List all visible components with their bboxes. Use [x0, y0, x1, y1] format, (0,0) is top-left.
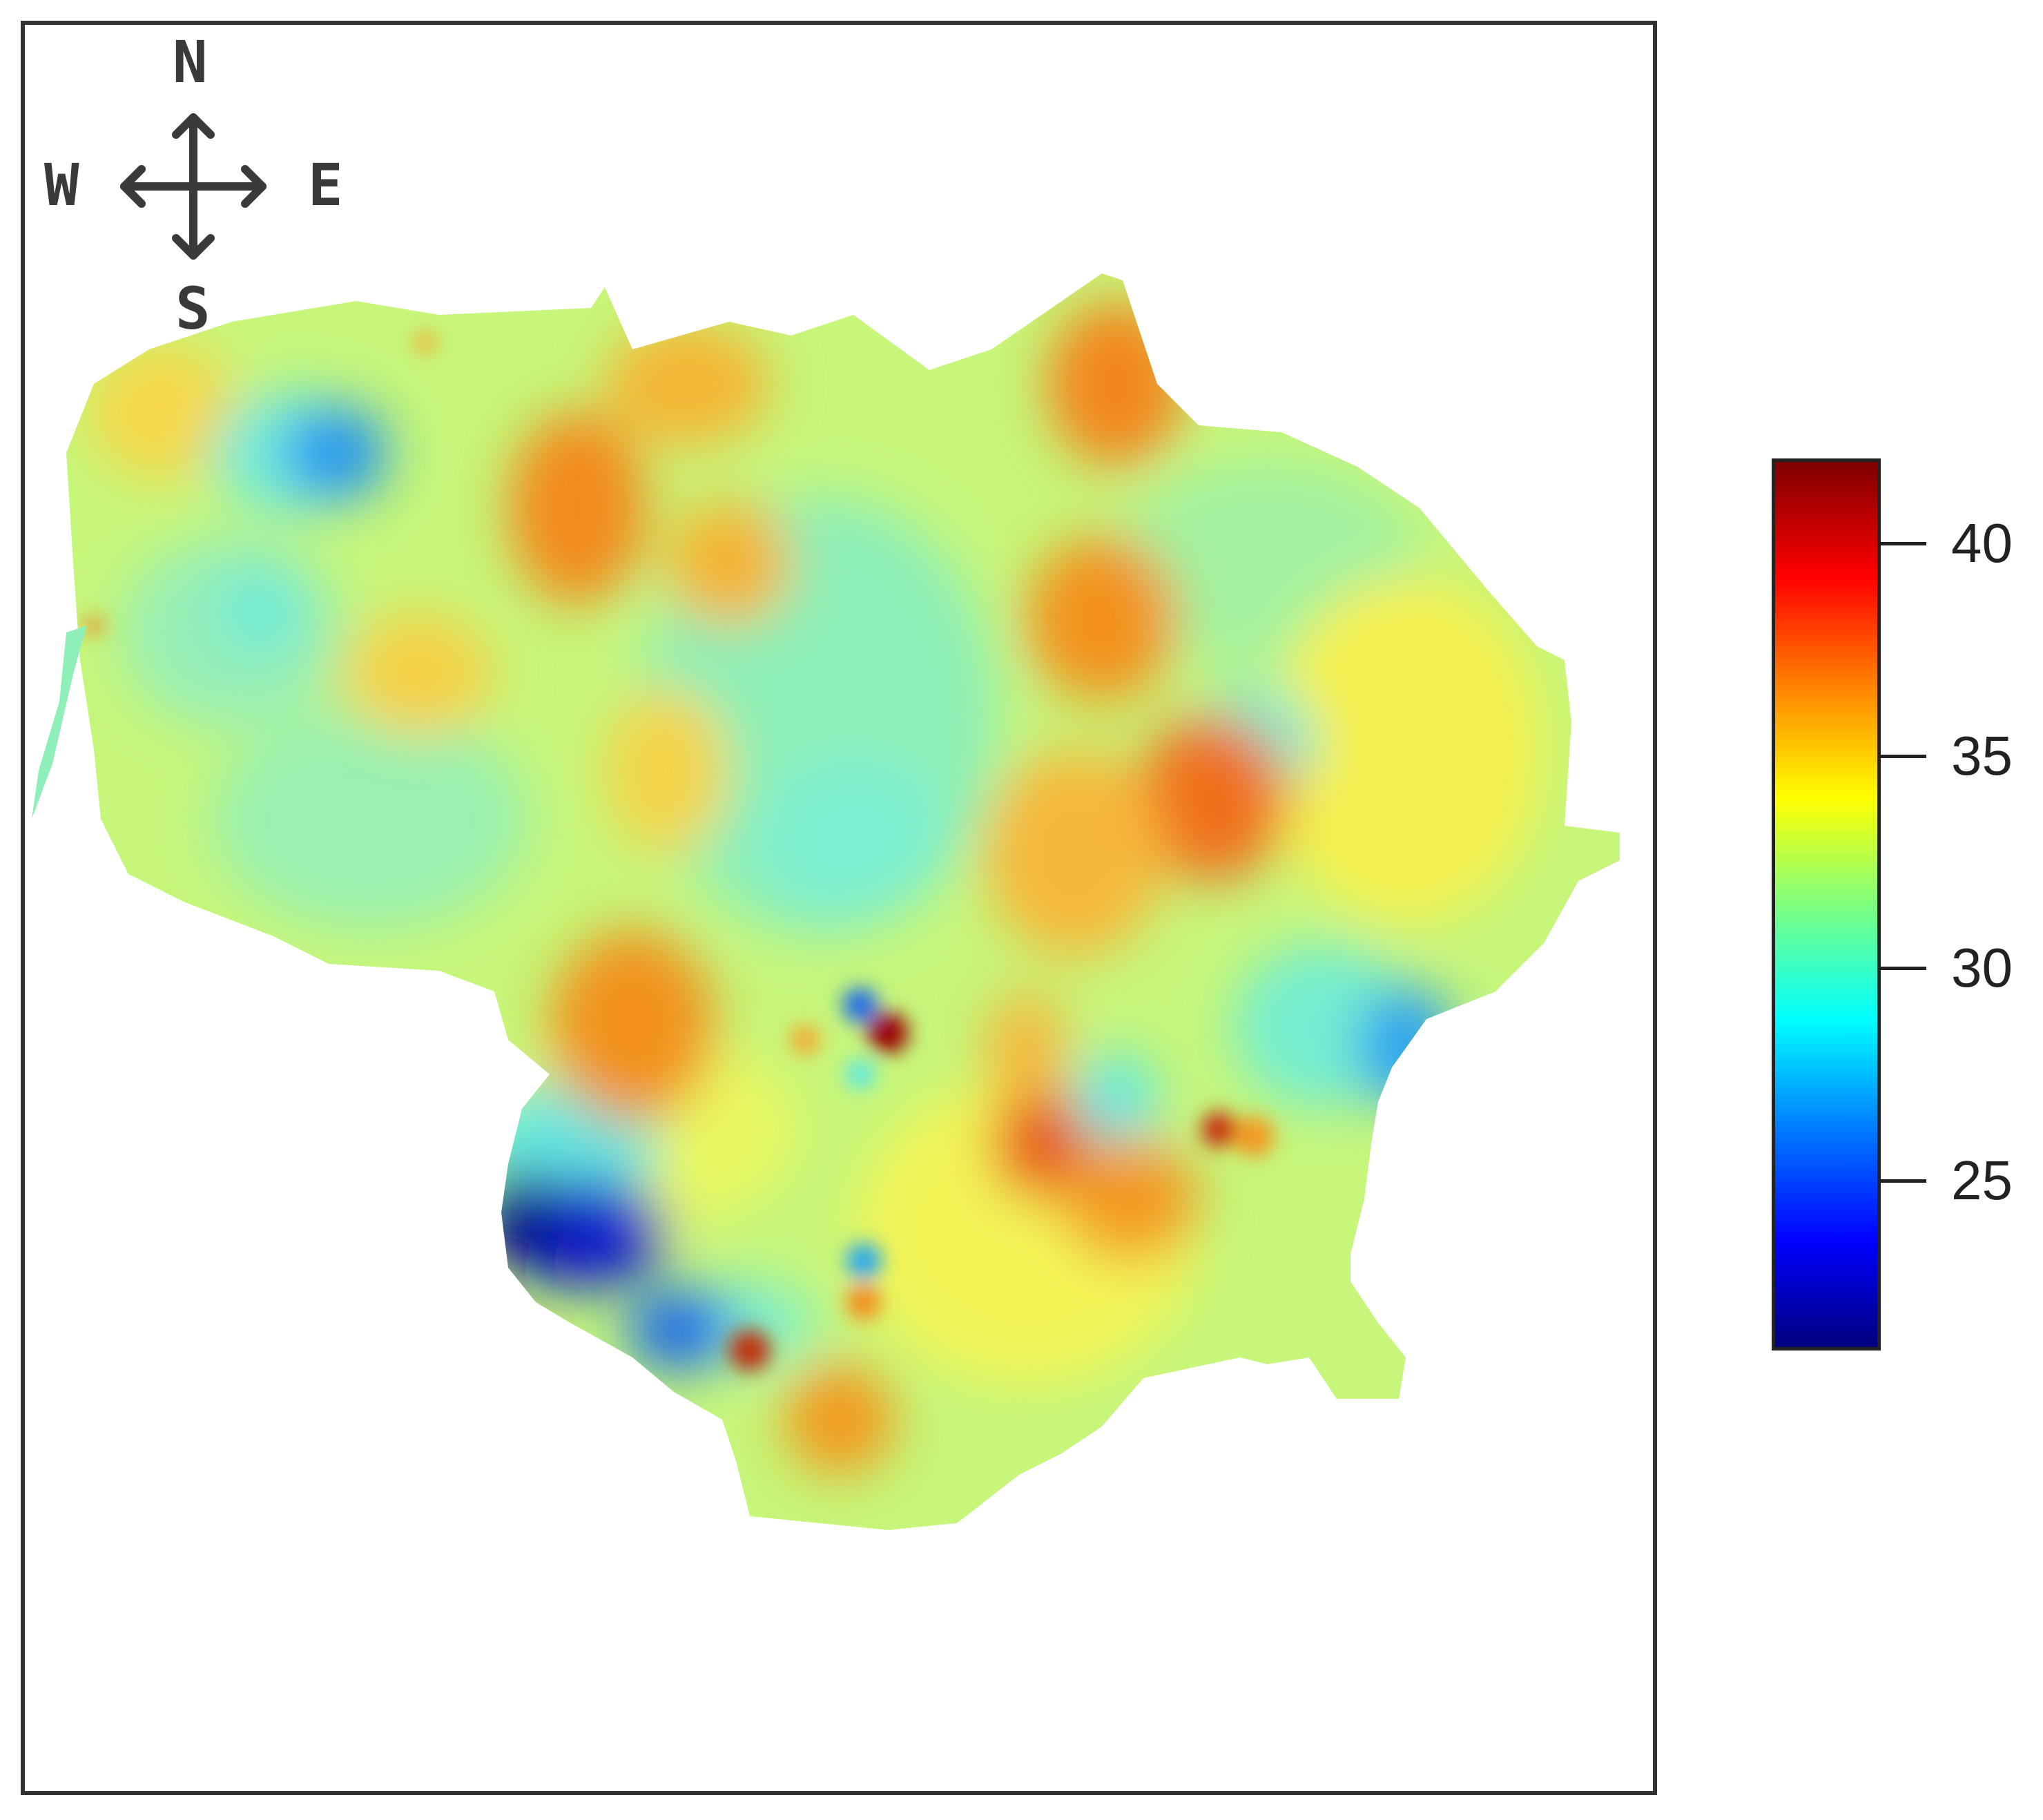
- compass-west-label: W: [44, 151, 79, 219]
- legend-tick-mark: [1881, 967, 1926, 971]
- legend-tick-mark: [1881, 754, 1926, 758]
- legend-tick-label: 25: [1951, 1149, 2013, 1211]
- compass-arrows-icon: [120, 113, 267, 260]
- compass-east-label: E: [308, 151, 343, 219]
- heat-map: [32, 273, 1620, 1530]
- legend-tick-mark: [1881, 1179, 1926, 1183]
- map-panel: [21, 21, 1657, 1795]
- compass-south-label: S: [175, 275, 211, 342]
- legend-tick-label: 40: [1951, 512, 2013, 574]
- legend-tick-label: 35: [1951, 724, 2013, 786]
- legend-tick-label: 30: [1951, 937, 2013, 999]
- legend-tick-mark: [1881, 542, 1926, 546]
- color-scale-legend: [1772, 458, 1881, 1351]
- compass-north-label: N: [173, 28, 208, 96]
